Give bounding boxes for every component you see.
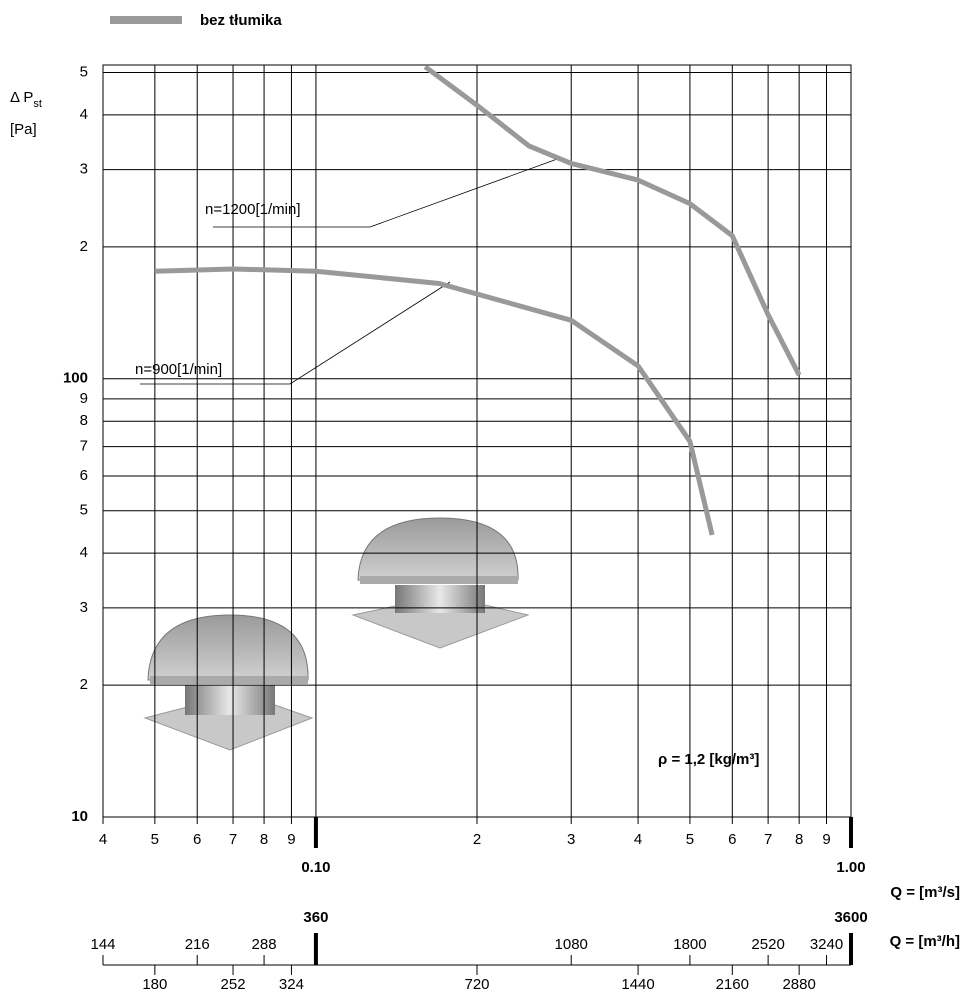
x-tick-label: 4 — [99, 831, 107, 848]
x2-tick-label: 720 — [464, 976, 489, 993]
fan-illustration — [145, 615, 312, 750]
x-tick-label: 4 — [634, 831, 642, 848]
x-tick-label: 0.10 — [301, 859, 330, 876]
x-tick-label: 1.00 — [836, 859, 865, 876]
x2-tick-label: 1800 — [673, 936, 706, 953]
y-tick-label: 4 — [80, 106, 88, 123]
y-tick-label: 100 — [63, 370, 88, 387]
y-tick-label: 5 — [80, 63, 88, 80]
x2-tick-label: 216 — [185, 936, 210, 953]
x-tick-label: 5 — [151, 831, 159, 848]
x-tick-label: 5 — [686, 831, 694, 848]
legend-label: bez tłumika — [200, 12, 282, 29]
x2-tick-label: 3240 — [810, 936, 843, 953]
y-tick-label: 3 — [80, 161, 88, 178]
y-label-sub: st — [33, 98, 42, 110]
x2-tick-label: 2520 — [751, 936, 784, 953]
x-tick-label: 3 — [567, 831, 575, 848]
x2-tick-label: 288 — [252, 936, 277, 953]
y-tick-label: 3 — [80, 599, 88, 616]
x2-tick-label: 1440 — [621, 976, 654, 993]
series-label: n=1200[1/min] — [205, 201, 301, 218]
x2-tick-label: 252 — [221, 976, 246, 993]
x2-tick-label: 324 — [279, 976, 304, 993]
series-label: n=900[1/min] — [135, 361, 222, 378]
y-tick-label: 4 — [80, 544, 88, 561]
x-tick-label: 8 — [795, 831, 803, 848]
curve — [155, 269, 712, 535]
x2-label: Q = [m³/h] — [890, 933, 960, 950]
x2-tick-label: 1080 — [555, 936, 588, 953]
page: {"chart_data":{"type":"line", "legend":{… — [0, 0, 965, 994]
x2-tick-label: 2880 — [782, 976, 815, 993]
y-tick-label: 10 — [71, 808, 88, 825]
y-label-main: Δ P — [10, 89, 33, 106]
y-tick-label: 7 — [80, 438, 88, 455]
x-label: Q = [m³/s] — [890, 884, 960, 901]
x-tick-label: 9 — [822, 831, 830, 848]
x-tick-label: 7 — [229, 831, 237, 848]
x-tick-label: 7 — [764, 831, 772, 848]
annotation: ρ = 1,2 [kg/m³] — [658, 751, 759, 768]
x-tick-label: 8 — [260, 831, 268, 848]
x2-tick-label: 360 — [303, 909, 328, 926]
fan-illustration — [353, 518, 528, 648]
x-tick-label: 6 — [728, 831, 736, 848]
y-tick-label: 9 — [80, 390, 88, 407]
y-label-unit: [Pa] — [10, 121, 37, 138]
y-tick-label: 8 — [80, 412, 88, 429]
chart: bez tłumika Δ Pst [Pa] ρ = 1,2 [kg/m³] Q… — [0, 0, 965, 994]
x2-tick-label: 2160 — [716, 976, 749, 993]
x-tick-label: 2 — [473, 831, 481, 848]
y-tick-label: 2 — [80, 676, 88, 693]
y-tick-label: 2 — [80, 238, 88, 255]
y-tick-label: 5 — [80, 502, 88, 519]
x-tick-label: 6 — [193, 831, 201, 848]
y-tick-label: 6 — [80, 467, 88, 484]
y-label: Δ Pst — [10, 89, 42, 110]
x-tick-label: 9 — [287, 831, 295, 848]
x2-tick-label: 180 — [142, 976, 167, 993]
x2-tick-label: 3600 — [834, 909, 867, 926]
x2-tick-label: 144 — [90, 936, 115, 953]
curve — [425, 67, 799, 375]
